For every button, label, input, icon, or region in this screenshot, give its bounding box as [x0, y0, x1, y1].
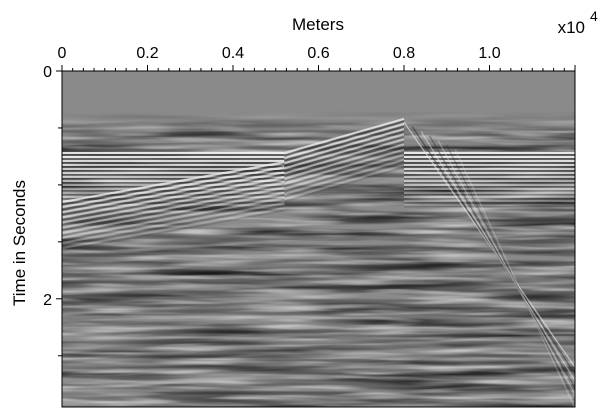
dipping-reflector-light — [284, 138, 405, 175]
dipping-reflector-dark — [284, 156, 405, 193]
y-tick-label: 2 — [43, 292, 52, 309]
dipping-reflector-light — [61, 166, 285, 209]
dipping-reflector-dark — [284, 146, 405, 182]
x-tick-label: 1.0 — [478, 45, 500, 62]
dipping-reflector-light — [284, 133, 405, 170]
seismic-image — [61, 70, 576, 409]
dipping-reflector-light — [61, 197, 285, 239]
x-multiplier-label: x10 — [558, 18, 585, 37]
x-axis: 0 0.2 0.4 0.6 0.8 1.0 — [58, 45, 576, 72]
y-axis-label: Time in Seconds — [10, 180, 29, 306]
diffraction-flank — [411, 126, 576, 375]
diffraction-flank — [437, 140, 576, 395]
x-axis-label: Meters — [292, 15, 344, 34]
x-tick-label: 0.2 — [136, 45, 158, 62]
y-axis: 02 — [43, 64, 63, 407]
diffraction-flank — [454, 149, 576, 409]
dipping-reflector-light — [61, 202, 285, 244]
diffraction-flank — [420, 130, 576, 382]
x-multiplier-exponent: 4 — [590, 8, 598, 24]
dipping-reflector-dark — [61, 184, 285, 226]
dipping-reflector-dark — [284, 161, 405, 198]
dipping-reflector-dark — [61, 204, 285, 247]
dipping-reflector-dark — [284, 120, 405, 157]
dipping-reflector-dark — [61, 189, 285, 231]
dipping-reflector-dark — [284, 151, 405, 188]
dipping-reflector-light — [284, 164, 405, 201]
y-tick-label: 0 — [43, 64, 52, 81]
dipping-reflector-dark — [284, 166, 405, 203]
dipping-reflector-light — [284, 117, 405, 154]
dipping-reflector-dark — [284, 141, 405, 177]
dipping-reflector-dark — [61, 169, 285, 211]
reflector-layer — [61, 117, 576, 409]
x-tick-label: 0 — [58, 45, 67, 62]
diffraction-flank — [446, 144, 576, 402]
dipping-reflector-dark — [284, 125, 405, 162]
x-tick-label: 0.4 — [222, 45, 244, 62]
dipping-reflector-light — [61, 207, 285, 250]
dipping-reflector-light — [61, 161, 285, 203]
dipping-reflector-dark — [61, 210, 285, 252]
dipping-reflector-light — [284, 143, 405, 180]
dipping-reflector-dark — [61, 199, 285, 242]
diffraction-flank — [429, 135, 576, 388]
dipping-reflector-dark — [61, 163, 285, 206]
dipping-reflector-light — [284, 123, 405, 160]
x-tick-label: 0.8 — [393, 45, 415, 62]
dipping-reflector-light — [61, 191, 285, 234]
x-tick-label: 0.6 — [307, 45, 329, 62]
dipping-reflector-light — [284, 153, 405, 190]
dipping-reflector-dark — [284, 136, 405, 172]
dipping-reflector-dark — [284, 130, 405, 167]
dipping-reflector-light — [61, 181, 285, 224]
dipping-reflector-light — [284, 128, 405, 165]
dipping-reflector-light — [284, 148, 405, 185]
dipping-reflector-light — [61, 176, 285, 219]
dipping-reflector-dark — [61, 194, 285, 237]
dipping-reflector-light — [61, 171, 285, 214]
seismic-texture-light — [62, 71, 575, 407]
dipping-reflector-light — [61, 186, 285, 229]
dipping-reflector-dark — [61, 179, 285, 221]
dipping-reflector-dark — [61, 174, 285, 216]
dipping-reflector-light — [284, 158, 405, 195]
